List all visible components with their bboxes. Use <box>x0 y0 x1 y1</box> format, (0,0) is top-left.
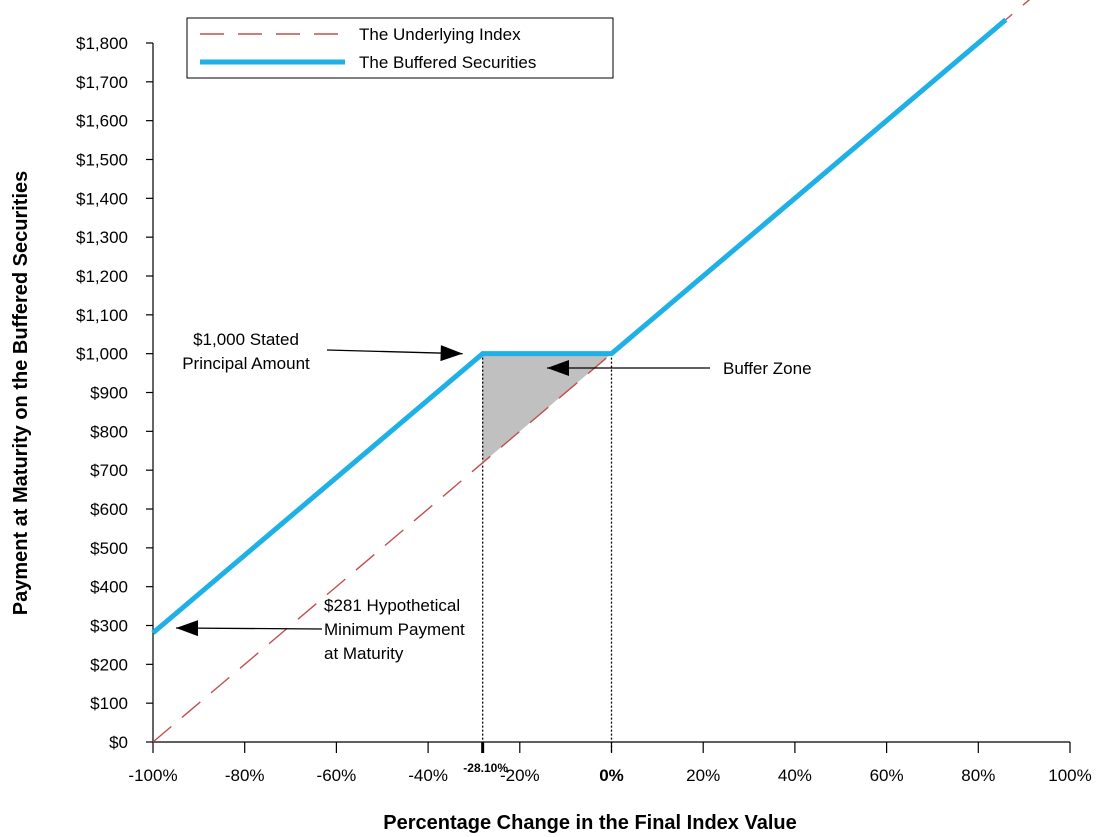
y-tick-label: $200 <box>90 655 128 674</box>
y-tick-label: $900 <box>90 384 128 403</box>
legend-label-underlying-index: The Underlying Index <box>359 25 521 44</box>
y-tick-label: $1,300 <box>76 228 128 247</box>
x-tick-label: -80% <box>225 766 265 785</box>
annotation-buffer-zone: Buffer Zone <box>723 359 812 378</box>
x-tick-label: 40% <box>778 766 812 785</box>
y-tick-label: $800 <box>90 422 128 441</box>
x-tick-label: -60% <box>317 766 357 785</box>
y-tick-label: $300 <box>90 617 128 636</box>
annotation-minimum-payment-arrow-head <box>176 620 199 637</box>
y-tick-label: $1,600 <box>76 112 128 131</box>
x-tick-label: 100% <box>1048 766 1091 785</box>
y-tick-label: $1,200 <box>76 267 128 286</box>
y-tick-label: $1,000 <box>76 345 128 364</box>
x-tick-label: 20% <box>686 766 720 785</box>
y-tick-label: $600 <box>90 500 128 519</box>
legend-label-buffered-securities: The Buffered Securities <box>359 53 536 72</box>
legend: The Underlying Index The Buffered Securi… <box>186 17 614 79</box>
legend-box <box>186 17 614 79</box>
y-tick-label: $0 <box>109 733 128 752</box>
y-tick-label: $1,700 <box>76 73 128 92</box>
annotation-stated-principal-arrow-head <box>440 345 463 362</box>
x-tick-label: -40% <box>408 766 448 785</box>
x-axis-title: Percentage Change in the Final Index Val… <box>383 812 796 834</box>
series-line-buffered-securities <box>151 17 1008 635</box>
y-tick-label: $1,100 <box>76 306 128 325</box>
y-tick-label: $1,400 <box>76 189 128 208</box>
x-tick-label: 0% <box>599 766 624 785</box>
y-axis-title: Payment at Maturity on the Buffered Secu… <box>10 171 32 616</box>
y-tick-label: $1,800 <box>76 34 128 53</box>
x-tick-label: 80% <box>961 766 995 785</box>
annotation-buffer-zone-arrow-head <box>547 360 569 376</box>
annotation-minimum-payment-arrow-line <box>175 627 323 630</box>
x-tick-label: -100% <box>128 766 177 785</box>
x-tick-label: 60% <box>870 766 904 785</box>
y-tick-label: $1,500 <box>76 151 128 170</box>
annotation-minimum-payment: $281 Hypothetical Minimum Payment at Matur… <box>324 596 465 663</box>
y-tick-label: $700 <box>90 461 128 480</box>
y-tick-label: $500 <box>90 539 128 558</box>
x-tick-label: -20% <box>500 766 540 785</box>
buffer-threshold-label: -28.10% <box>463 761 508 775</box>
y-tick-label: $100 <box>90 694 128 713</box>
annotation-stated-principal-arrow-line <box>326 349 463 355</box>
y-tick-label: $400 <box>90 578 128 597</box>
annotation-stated-principal: $1,000 Stated Principal Amount <box>182 330 310 373</box>
